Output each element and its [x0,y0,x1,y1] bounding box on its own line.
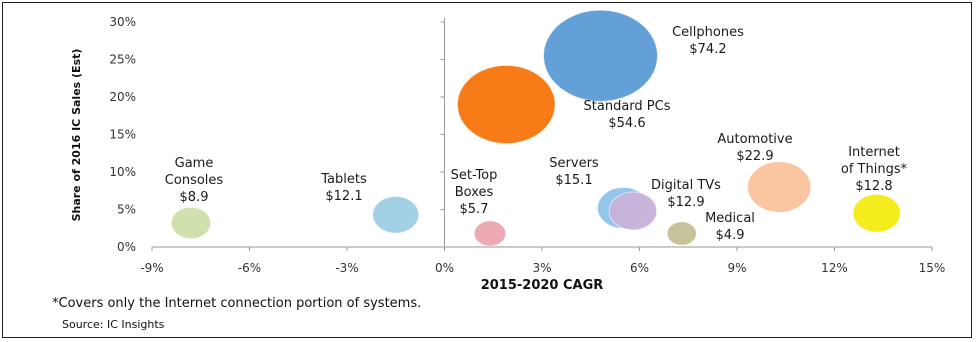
bubble-label-text: $8.9 [180,190,209,205]
bubble-label-text: Automotive [717,132,792,147]
x-tick-label: 12% [821,261,848,275]
bubble-label-text: Servers [549,156,599,171]
bubble-label-text: Medical [705,211,755,226]
y-tick-label: 15% [109,128,136,142]
bubble-label-text: $12.1 [325,189,362,204]
bubble-series [170,9,901,247]
bubble-label-text: $74.2 [689,42,726,57]
bubble-label-text: Digital TVs [651,178,721,193]
y-tick-label: 20% [109,90,136,104]
chart-axes: 0% 5% 10% 15% 20% 25% 30% -9% -6% -3% 0% 3% 6% 9% 12% 1… [109,15,945,275]
bubble-label-text: Game [175,156,214,171]
bubble-label-text: $4.9 [716,228,745,243]
x-tick-label: -9% [140,261,163,275]
bubble-standard-pcs [456,64,556,145]
y-tick-label: 0% [117,240,136,254]
bubble-label-text: Standard PCs [584,99,671,114]
bubble-label-text: $12.8 [855,179,892,194]
bubble-medical [666,221,697,246]
bubble-label-text: Internet [848,145,900,160]
bubble-label-text: of Things* [841,162,908,177]
x-tick-label: -6% [238,261,261,275]
footnote: *Covers only the Internet connection por… [52,296,422,311]
x-tick-label: 3% [532,261,551,275]
y-tick-label: 10% [109,165,136,179]
bubble-label-text: $5.7 [460,202,489,217]
y-tick-label: 5% [117,203,136,217]
chart-frame [2,2,972,338]
bubble-label-text: $12.9 [667,195,704,210]
x-tick-label: 0% [435,261,454,275]
x-tick-label: 6% [630,261,649,275]
bubble-label-text: Boxes [455,185,494,200]
y-axis-label: Share of 2016 IC Sales (Est) [70,49,83,222]
bubble-label-text: $22.9 [736,149,773,164]
bubble-game [170,206,212,240]
y-tick-label: 25% [109,53,136,67]
bubble-cellphones [543,9,658,102]
bubble-digital-tvs [608,191,658,231]
x-axis-label: 2015-2020 CAGR [481,278,604,293]
bubble-automotive [747,161,812,213]
bubble-label-text: Tablets [320,172,367,187]
bubble-label-text: Set-Top [451,168,498,183]
bubble-internet [852,193,901,233]
bubble-labels: Cellphones $74.2 Standard PCs $54.6 Automoti… [165,25,908,243]
bubble-label-text: $15.1 [555,173,592,188]
bubble-set-top [473,220,507,247]
x-tick-label: 9% [727,261,746,275]
source-note: Source: IC Insights [62,318,165,331]
bubble-chart: 0% 5% 10% 15% 20% 25% 30% -9% -6% -3% 0% 3% 6% 9% 12% 1… [70,9,945,293]
bubble-label-text: $54.6 [608,116,645,131]
x-tick-label: -3% [335,261,358,275]
bubble-tablets [372,195,420,234]
bubble-label-text: Cellphones [672,25,744,40]
y-tick-label: 30% [109,15,136,29]
x-tick-label: 15% [919,261,946,275]
bubble-label-text: Consoles [165,173,224,188]
